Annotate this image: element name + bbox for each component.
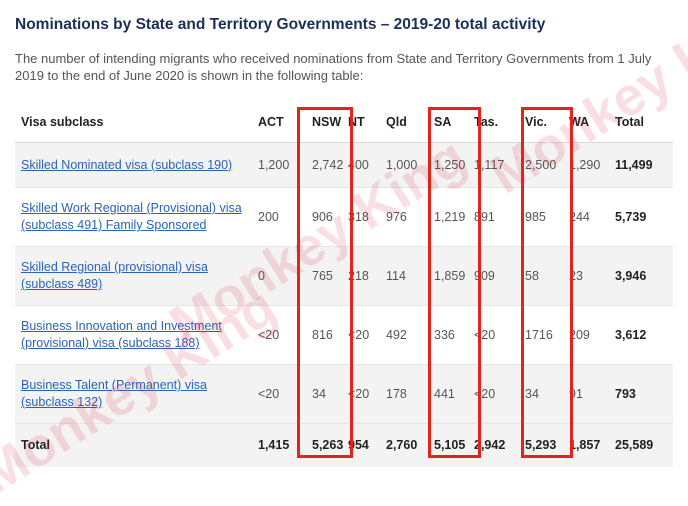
vic-cell: 2,500	[513, 142, 559, 188]
header-tas: Tas.	[468, 102, 513, 143]
sa-cell: 1,250	[420, 142, 468, 188]
nsw-cell: 34	[296, 364, 342, 424]
header-wa: WA	[559, 102, 605, 143]
header-vic: Vic.	[513, 102, 559, 143]
table-row: Business Talent (Permanent) visa (subcla…	[15, 364, 673, 424]
act-cell: 200	[252, 187, 296, 247]
visa-cell: Business Innovation and Investment (prov…	[15, 305, 252, 365]
visa-link-subclass-188[interactable]: Business Innovation and Investment (prov…	[21, 319, 222, 350]
nsw-cell: 2,742	[296, 142, 343, 188]
nsw-total: 5,263	[312, 438, 344, 453]
visa-cell: Business Talent (Permanent) visa (subcla…	[15, 364, 252, 424]
nt-cell: 218	[342, 246, 380, 306]
sa-cell: 1,859	[420, 246, 468, 306]
table-row: Business Innovation and Investment (prov…	[15, 305, 673, 365]
qld-total: 2,760	[386, 438, 418, 453]
wa-cell: 244	[559, 187, 605, 247]
act-cell: <20	[252, 364, 296, 424]
grand-total: 25,589	[615, 438, 654, 453]
nominations-table: Visa subclass ACT NSW NT Qld SA Tas. Vic…	[15, 102, 673, 467]
header-visa-subclass: Visa subclass	[15, 102, 252, 143]
table-row: Skilled Regional (provisional) visa (sub…	[15, 246, 673, 306]
visa-cell: Skilled Regional (provisional) visa (sub…	[15, 246, 252, 306]
nsw-cell: 906	[296, 187, 342, 247]
tas-cell: 891	[468, 187, 513, 247]
wa-cell: 91	[559, 364, 605, 424]
sa-cell: 1,219	[420, 187, 468, 247]
header-sa: SA	[420, 102, 468, 143]
nt-cell: <20	[342, 364, 380, 424]
total-cell: 11,499	[605, 142, 673, 188]
visa-cell: Skilled Work Regional (Provisional) visa…	[15, 187, 252, 247]
total-label: Total	[21, 438, 50, 453]
nsw-cell: 765	[296, 246, 342, 306]
visa-link-subclass-491[interactable]: Skilled Work Regional (Provisional) visa…	[21, 201, 242, 232]
qld-cell: 976	[380, 187, 420, 247]
wa-cell: 23	[559, 246, 605, 306]
tas-cell: <20	[468, 305, 513, 365]
total-cell: 3,612	[605, 305, 673, 365]
table-row: Skilled Work Regional (Provisional) visa…	[15, 187, 673, 247]
nsw-cell: 816	[296, 305, 342, 365]
sa-total: 5,105	[434, 438, 466, 453]
qld-cell: 492	[380, 305, 420, 365]
page-title: Nominations by State and Territory Gover…	[15, 16, 546, 33]
header-nt: NT	[342, 102, 380, 143]
tas-cell: <20	[468, 364, 513, 424]
wa-cell: 1,290	[559, 142, 605, 188]
nt-cell: 400	[342, 142, 380, 188]
vic-cell: 58	[513, 246, 559, 306]
qld-cell: 114	[380, 246, 420, 306]
wa-total: 1,857	[569, 438, 601, 453]
tas-cell: 909	[468, 246, 513, 306]
vic-cell: 34	[513, 364, 559, 424]
act-cell: 0	[252, 246, 296, 306]
vic-cell: 985	[513, 187, 559, 247]
visa-cell: Skilled Nominated visa (subclass 190)	[15, 142, 252, 188]
qld-cell: 1,000	[380, 142, 420, 188]
nt-cell: 318	[342, 187, 380, 247]
total-cell: 3,946	[605, 246, 673, 306]
visa-link-subclass-132[interactable]: Business Talent (Permanent) visa (subcla…	[21, 378, 207, 409]
act-cell: <20	[252, 305, 296, 365]
total-cell: 793	[605, 364, 673, 424]
header-qld: Qld	[380, 102, 420, 143]
header-act: ACT	[252, 102, 296, 143]
sa-cell: 336	[420, 305, 468, 365]
table-header-row: Visa subclass ACT NSW NT Qld SA Tas. Vic…	[15, 102, 673, 143]
total-row: Total 1,415 5,263 954 2,760 5,105 2,942 …	[15, 423, 673, 467]
total-cell: 5,739	[605, 187, 673, 247]
visa-link-subclass-489[interactable]: Skilled Regional (provisional) visa (sub…	[21, 260, 208, 291]
nt-cell: <20	[342, 305, 380, 365]
vic-cell: 1716	[513, 305, 559, 365]
wa-cell: 209	[559, 305, 605, 365]
intro-text: The number of intending migrants who rec…	[15, 51, 652, 83]
act-cell: 1,200	[252, 142, 296, 188]
act-total: 1,415	[258, 438, 290, 453]
nt-total: 954	[348, 438, 369, 453]
header-total: Total	[605, 102, 673, 143]
sa-cell: 441	[420, 364, 468, 424]
qld-cell: 178	[380, 364, 420, 424]
header-nsw: NSW	[296, 102, 342, 143]
tas-cell: 1,117	[468, 142, 513, 188]
table-row: Skilled Nominated visa (subclass 190) 1,…	[15, 142, 673, 188]
vic-total: 5,293	[525, 438, 557, 453]
visa-link-subclass-190[interactable]: Skilled Nominated visa (subclass 190)	[21, 157, 233, 172]
tas-total: 2,942	[474, 438, 506, 453]
